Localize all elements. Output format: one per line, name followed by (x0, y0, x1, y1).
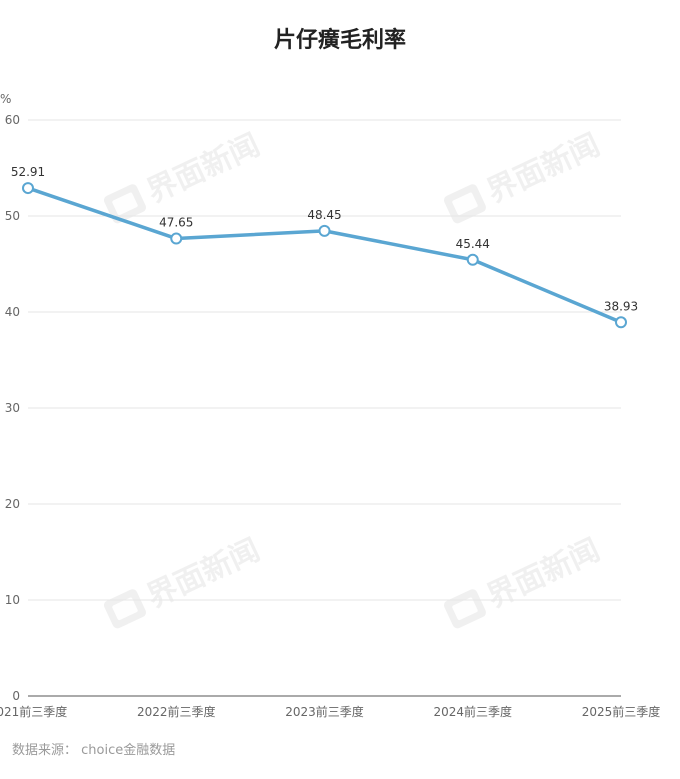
y-tick-label: 0 (12, 689, 20, 703)
y-tick-label: 40 (5, 305, 20, 319)
y-tick-label: 30 (5, 401, 20, 415)
x-axis: 2021前三季度 2022前三季度 2023前三季度 2024前三季度 2025前三季度 (0, 704, 660, 719)
data-labels: 52.91 47.65 48.45 45.44 38.93 (11, 165, 638, 313)
y-unit-label: % (0, 92, 11, 106)
watermark-text: 界面新闻 (142, 533, 266, 615)
y-tick-label: 60 (5, 113, 20, 127)
watermark-text: 界面新闻 (142, 128, 266, 210)
data-points (22, 182, 627, 329)
chart-title: 片仔癀毛利率 (273, 28, 406, 53)
data-point (170, 232, 183, 245)
data-point (466, 253, 479, 266)
data-point (318, 224, 331, 237)
source-note: 数据来源： choice金融数据 (12, 743, 176, 758)
x-tick-label: 2024前三季度 (433, 704, 512, 719)
grid-lines (28, 119, 621, 697)
x-tick-label: 2025前三季度 (582, 704, 661, 719)
y-tick-label: 10 (5, 593, 20, 607)
data-point (615, 316, 627, 329)
x-tick-label: 2023前三季度 (285, 704, 364, 719)
watermark-text: 界面新闻 (482, 128, 606, 210)
watermark-text: 界面新闻 (482, 533, 606, 615)
data-point (22, 182, 34, 195)
x-tick-label: 2021前三季度 (0, 704, 67, 719)
data-label: 38.93 (604, 299, 638, 313)
data-label: 48.45 (307, 208, 341, 222)
watermark: 界面新闻 (103, 533, 266, 629)
data-label: 52.91 (11, 165, 45, 179)
watermark: 界面新闻 (103, 128, 266, 224)
data-label: 45.44 (456, 237, 490, 251)
data-label: 47.65 (159, 216, 193, 230)
y-axis: 0 10 20 30 40 50 60% (0, 92, 20, 703)
jiemian-logo-icon (443, 589, 486, 629)
x-tick-label: 2022前三季度 (137, 704, 216, 719)
watermark: 界面新闻 (443, 128, 606, 224)
jiemian-logo-icon (103, 184, 146, 224)
jiemian-logo-icon (443, 184, 486, 224)
watermark: 界面新闻 (443, 533, 606, 629)
y-tick-label: 50 (5, 209, 20, 223)
y-tick-label: 20 (5, 497, 20, 511)
jiemian-logo-icon (103, 589, 146, 629)
